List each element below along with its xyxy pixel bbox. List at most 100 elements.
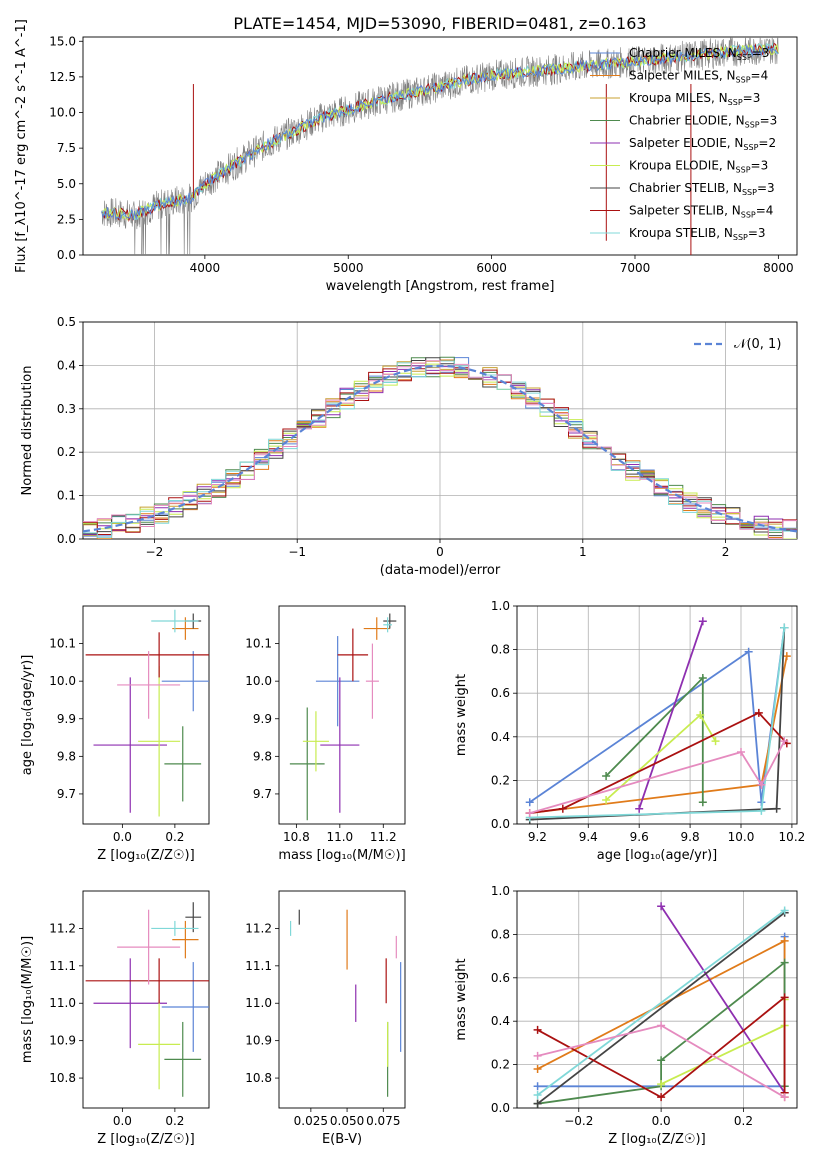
y-tick-label: 9.7 [253, 787, 272, 801]
plot-area [533, 902, 789, 1108]
weight-marker [657, 1056, 666, 1065]
x-tick-label: 8000 [763, 261, 794, 275]
weight-line [638, 621, 704, 809]
weight-line [529, 627, 786, 819]
x-tick-label: 1 [579, 545, 587, 559]
weight-marker [657, 1093, 666, 1102]
plot-area [525, 617, 791, 824]
weight-marker [780, 993, 789, 1002]
y-tick-label: 0.8 [491, 927, 510, 941]
weight-line [605, 713, 717, 801]
x-tick-label: 9.6 [630, 830, 649, 844]
y-tick-label: 10.0 [49, 674, 76, 688]
y-tick-label: 0.8 [491, 643, 510, 657]
weight-marker [711, 737, 720, 746]
weight-marker [780, 936, 789, 945]
x-tick-label: 10.8 [283, 830, 310, 844]
x-tick-label: 0.050 [330, 1114, 364, 1128]
chart-mass_vs_Z: 0.0 0.2 10.8 10.9 11.0 11.1 11.2 Z [log₁₀(Z/Z☉)… [20, 890, 210, 1147]
weight-line [537, 911, 786, 1105]
y-axis-label: age [log₁₀(age/yr)] [20, 655, 35, 776]
x-axis-label: Z [log₁₀(Z/Z☉)] [97, 1132, 194, 1147]
normal-curve [83, 364, 797, 533]
weight-marker [754, 708, 763, 717]
chart-age_vs_Z: 0.0 0.2 9.7 9.8 9.9 10.0 10.1 Z [log₁₀(Z/Z☉)] ag… [20, 605, 210, 863]
y-tick-label: 11.0 [49, 996, 76, 1010]
y-tick-label: 0.1 [57, 489, 76, 503]
chart-weight_vs_age: 9.2 9.4 9.6 9.8 10.0 10.2 0.0 0.2 0.4 0.6 0.8 1.0 ag… [454, 599, 805, 863]
axes-frame [82, 605, 210, 825]
plot-area [289, 613, 397, 821]
weight-marker [757, 806, 766, 815]
y-tick-label: 10.8 [49, 1071, 76, 1085]
x-tick-label: 5000 [333, 261, 364, 275]
weight-marker [635, 804, 644, 813]
x-axis-label: (data-model)/error [380, 563, 501, 578]
weight-marker [698, 798, 707, 807]
y-axis-label: Normed distribution [20, 366, 35, 496]
weight-marker [533, 1099, 542, 1108]
x-axis-label: mass [log₁₀(M/M☉)] [278, 848, 405, 863]
residual-legend: 𝒩(0, 1) [694, 337, 781, 352]
weight-marker [698, 673, 707, 682]
weight-marker [525, 809, 534, 818]
legend-entry: Salpeter STELIB, NSSP=4 [629, 204, 773, 220]
weight-marker [533, 1082, 542, 1091]
y-axis-label: Flux [f_λ10^-17 erg cm^-2 s^-1 A^-1] [14, 19, 29, 273]
x-axis-label: wavelength [Angstrom, rest frame] [326, 279, 555, 294]
figure-title: PLATE=1454, MJD=53090, FIBERID=0481, z=0… [233, 14, 646, 33]
y-tick-label: 2.5 [57, 212, 76, 226]
x-axis-label: E(B-V) [322, 1132, 362, 1147]
y-tick-label: 0.4 [491, 730, 510, 744]
weight-marker [696, 711, 705, 719]
spectrum-model-line [101, 43, 779, 220]
weight-marker [780, 1093, 789, 1102]
x-axis-label: Z [log₁₀(Z/Z☉)] [608, 1132, 705, 1147]
y-tick-label: 0.6 [491, 971, 510, 985]
x-tick-label: 9.2 [528, 830, 547, 844]
y-tick-label: 5.0 [57, 177, 76, 191]
axes-frame [516, 605, 798, 825]
weight-marker [525, 798, 534, 807]
x-axis-label: Z [log₁₀(Z/Z☉)] [97, 848, 194, 863]
weight-marker [602, 772, 611, 781]
y-tick-label: 1.0 [491, 884, 510, 898]
x-tick-label: 0.0 [113, 830, 132, 844]
y-axis-label: mass weight [454, 958, 469, 1040]
y-tick-label: 0.0 [57, 248, 76, 262]
x-tick-label: 0.2 [734, 1114, 753, 1128]
y-tick-label: 10.0 [49, 106, 76, 120]
legend-entry: Chabrier STELIB, NSSP=3 [629, 181, 775, 197]
x-tick-label: −2 [146, 545, 164, 559]
chart-age_vs_mass: 10.8 11.0 11.2 9.7 9.8 9.9 10.0 10.1 mass [log₁₀… [245, 605, 406, 863]
weight-line [529, 655, 788, 814]
y-tick-label: 9.7 [57, 787, 76, 801]
x-tick-label: 2 [722, 545, 730, 559]
y-tick-label: 0.4 [491, 1014, 510, 1028]
histogram-step [83, 367, 797, 535]
x-tick-label: 11.2 [370, 830, 397, 844]
y-tick-label: 10.8 [245, 1071, 272, 1085]
legend-entry: 𝒩(0, 1) [734, 337, 781, 352]
spectrum-legend: Chabrier MILES, NSSP=3 Salpeter MILES, NS… [590, 46, 777, 242]
weight-marker [558, 804, 567, 813]
chart-spectrum: 4000 5000 6000 7000 8000 0.0 2.5 5.0 7.5 10.0 12.5… [14, 19, 798, 294]
plot-area [83, 356, 797, 539]
weight-line [537, 909, 786, 1096]
legend-entry: Chabrier ELODIE, NSSP=3 [629, 114, 777, 130]
y-tick-label: 0.3 [57, 402, 76, 416]
weight-marker [780, 737, 789, 746]
y-tick-label: 9.8 [57, 749, 76, 763]
y-axis-label: mass [log₁₀(M/M☉)] [20, 936, 35, 1063]
y-tick-label: 9.8 [253, 749, 272, 763]
y-tick-label: 11.1 [49, 959, 76, 973]
y-tick-label: 0.0 [491, 817, 510, 831]
y-tick-label: 0.0 [57, 532, 76, 546]
y-tick-label: 11.2 [245, 921, 272, 935]
x-tick-label: 0.0 [113, 1114, 132, 1128]
y-tick-label: 10.9 [245, 1034, 272, 1048]
y-tick-label: 10.1 [49, 637, 76, 651]
weight-line [529, 740, 786, 814]
x-tick-label: 7000 [620, 261, 651, 275]
